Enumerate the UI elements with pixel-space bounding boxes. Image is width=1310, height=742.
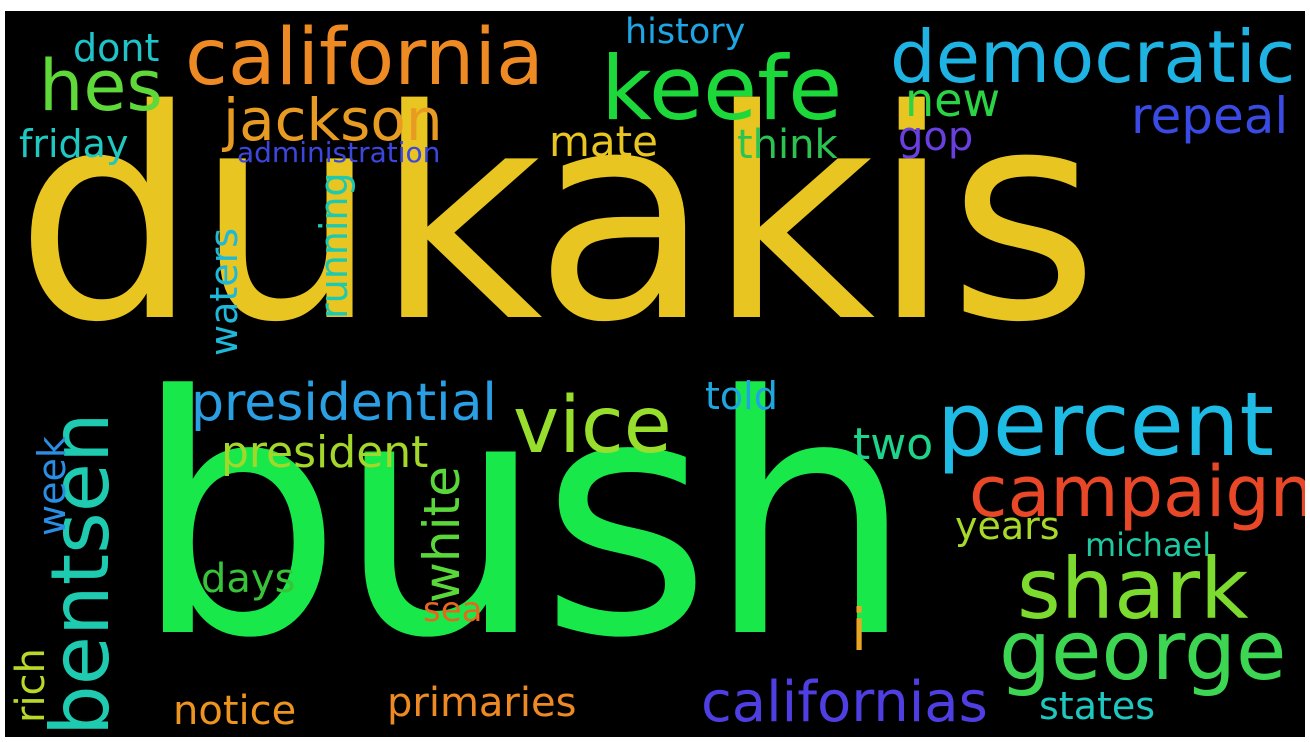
word-george: george (999, 604, 1287, 699)
word-campaign: campaign (969, 451, 1305, 533)
word-california: california (185, 13, 544, 103)
word-history: history (625, 12, 746, 52)
word-jackson: jackson (223, 86, 443, 154)
word-friday: friday (19, 122, 129, 166)
word-new: new (905, 73, 1001, 127)
word-i: i (851, 596, 868, 664)
word-years: years (955, 504, 1060, 548)
word-democratic: democratic (890, 15, 1296, 99)
word-mate: mate (549, 117, 658, 166)
word-bush: bush (133, 326, 915, 710)
word-percent: percent (937, 373, 1275, 476)
word-gop: gop (898, 114, 974, 160)
word-hes: hes (39, 45, 163, 127)
word-dont: dont (73, 26, 160, 70)
word-administration: administration (237, 136, 441, 169)
wordcloud-canvas: dukakis bush dont california history kee… (5, 11, 1305, 737)
word-waters: waters (202, 227, 246, 356)
word-californias: californias (701, 670, 988, 735)
word-two: two (853, 419, 934, 470)
word-white: white (413, 466, 471, 603)
word-vice: vice (513, 381, 672, 471)
word-notice: notice (173, 688, 297, 734)
word-sea: sea (423, 590, 483, 630)
word-states: states (1039, 684, 1156, 728)
word-president: president (221, 427, 429, 478)
word-keefe: keefe (601, 37, 843, 140)
word-shark: shark (1017, 540, 1249, 638)
word-dukakis: dukakis (15, 49, 1099, 386)
word-rich: rich (8, 648, 54, 723)
word-told: told (705, 374, 778, 418)
word-week: week (30, 436, 74, 536)
word-michael: michael (1085, 526, 1212, 564)
word-running: running (312, 172, 356, 319)
word-repeal: repeal (1131, 87, 1289, 145)
word-primaries: primaries (387, 680, 577, 726)
word-days: days (201, 556, 296, 602)
word-presidential: presidential (191, 373, 497, 433)
word-think: think (737, 122, 838, 168)
